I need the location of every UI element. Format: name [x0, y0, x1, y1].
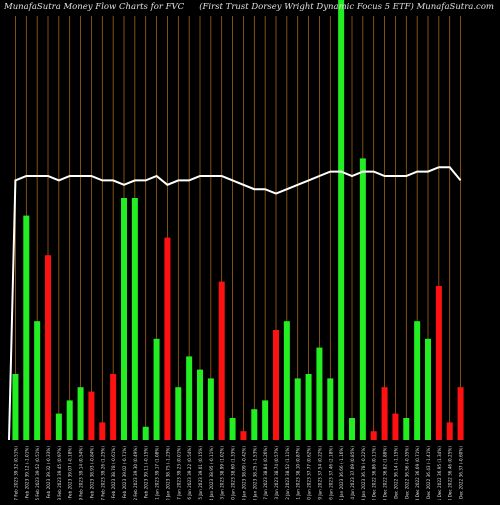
x-tick-label: Mon 13 Feb 2023 39.45 (0.97%) [57, 446, 62, 500]
x-tick-label: Wed 18 Jan 2023 38.25 (-1.53%) [252, 446, 257, 500]
series-line [8, 166, 462, 441]
bar [273, 330, 279, 440]
x-tick-label: Tue 27 Dec 2022 36.56 (-0.35%) [404, 446, 409, 500]
bar [121, 198, 127, 440]
x-tick-label: Thu 02 Feb 2023 39.30 (0.49%) [133, 446, 138, 500]
x-tick-label: Wed 04 Jan 2023 37.09 (0.85%) [350, 446, 355, 500]
bar [45, 255, 51, 440]
bar [207, 378, 214, 440]
x-tick-label: Thu 29 Dec 2022 36.82 (1.88%) [383, 446, 388, 500]
bar [262, 400, 269, 440]
x-tick-label: Fri 23 Dec 2022 36.69 (0.71%) [415, 446, 420, 500]
bar [142, 426, 149, 440]
x-tick-label: Wed 11 Jan 2023 38.10 (0.87%) [296, 446, 301, 500]
bar [23, 215, 30, 440]
bar [66, 400, 73, 440]
x-tick-label: Tue 10 Jan 2023 37.77 (0.62%) [307, 446, 312, 500]
x-tick-label: Thu 16 Feb 2023 39.12 (-1.01%) [24, 446, 29, 500]
bar [197, 369, 203, 440]
x-tick-label: Fri 13 Jan 2023 38.74 (0.57%) [274, 446, 279, 500]
x-tick-label: Mon 09 Jan 2023 37.54 (0.22%) [317, 446, 322, 500]
chart-title-right: (First Trust Dorsey Wright Dynamic Focus… [199, 2, 494, 12]
bar [294, 378, 301, 440]
bar [435, 286, 442, 440]
x-tick-label: Fri 10 Feb 2023 39.07 (-0.18%) [68, 446, 73, 500]
bar [403, 418, 410, 440]
x-tick-label: Wed 21 Dec 2022 36.95 (1.34%) [437, 446, 442, 500]
bar [153, 338, 160, 440]
bar [88, 391, 95, 440]
x-tick-label: Wed 25 Jan 2023 39.01 (0.15%) [198, 446, 203, 500]
bar [131, 198, 138, 440]
x-tick-label: Thu 12 Jan 2023 38.52 (1.11%) [285, 446, 290, 500]
x-tick-label: Tue 31 Jan 2023 39.17 (1.08%) [155, 446, 160, 500]
x-tick-label: Thu 22 Dec 2022 36.43 (-1.41%) [426, 446, 431, 500]
bar [349, 418, 355, 440]
x-tick-label: Mon 19 Dec 2022 36.37 (-0.60%) [459, 446, 464, 500]
bar [99, 422, 106, 440]
bar [110, 374, 117, 440]
x-tick-label: Wed 28 Dec 2022 36.14 (-1.15%) [393, 446, 398, 500]
bar [381, 387, 388, 440]
x-tick-label: Thu 05 Jan 2023 36.66 (-1.16%) [339, 446, 344, 500]
x-tick-label: Tue 14 Feb 2023 39.32 (-0.33%) [46, 446, 51, 500]
bar [414, 321, 421, 440]
bar [338, 0, 345, 440]
bar [240, 431, 247, 440]
bar [305, 374, 312, 440]
x-tick-label: Fri 17 Feb 2023 39.32 (0.51%) [13, 446, 18, 500]
bar [457, 387, 464, 440]
x-tick-label: Mon 30 Jan 2023 38.75 (-1.23%) [165, 446, 170, 500]
x-tick-label: Wed 01 Feb 2023 39.11 (-0.15%) [144, 446, 149, 500]
bar [186, 356, 193, 440]
bar [392, 413, 399, 440]
bar [34, 321, 41, 440]
bar [175, 387, 182, 440]
x-tick-label: Tue 24 Jan 2023 38.95 (-0.11%) [209, 446, 214, 500]
x-tick-label: Fri 20 Jan 2023 38.60 (1.33%) [231, 446, 236, 500]
x-tick-label: Mon 23 Jan 2023 38.99 (1.02%) [220, 446, 225, 500]
bar [251, 409, 258, 440]
x-tick-label: Fri 03 Feb 2023 39.02 (-0.71%) [122, 446, 127, 500]
x-tick-label: Thu 26 Jan 2023 39.22 (0.54%) [187, 446, 192, 500]
x-tick-label: Tue 20 Dec 2022 36.46 (0.25%) [448, 446, 453, 500]
bar [425, 338, 431, 440]
bar [77, 387, 84, 440]
chart-title-left: MunafaSutra Money Flow Charts for FVC [4, 2, 185, 12]
bar [446, 422, 453, 440]
x-tick-label: Wed 08 Feb 2023 38.93 (-0.84%) [89, 446, 94, 500]
bar [316, 347, 323, 440]
bar [164, 237, 171, 440]
x-tick-label: Tue 17 Jan 2023 38.84 (0.26%) [263, 446, 268, 500]
x-tick-label: Fri 27 Jan 2023 39.23 (0.01%) [176, 446, 181, 500]
x-tick-label: Thu 19 Jan 2023 38.09 (-0.42%) [241, 446, 246, 500]
bar [12, 374, 19, 440]
bar [55, 413, 62, 440]
x-tick-label: Thu 09 Feb 2023 39.14 (0.54%) [79, 446, 84, 500]
x-tick-label: Tue 07 Feb 2023 39.26 (1.25%) [100, 446, 105, 500]
x-tick-label: Mon 06 Feb 2023 38.78 (-0.61%) [111, 446, 116, 500]
x-tick-label: Wed 15 Feb 2023 39.52 (0.51%) [35, 446, 40, 500]
bar [370, 431, 377, 440]
x-tick-label: Fri 30 Dec 2022 36.86 (0.11%) [372, 446, 377, 500]
bar [359, 158, 366, 440]
x-tick-label: Fri 06 Jan 2023 37.46 (2.18%) [328, 446, 333, 500]
bar [229, 418, 236, 440]
bar [283, 321, 290, 440]
x-tick-label: Tue 03 Jan 2023 36.78 (-0.22%) [361, 446, 366, 500]
bar [218, 281, 225, 440]
bar [327, 378, 334, 440]
